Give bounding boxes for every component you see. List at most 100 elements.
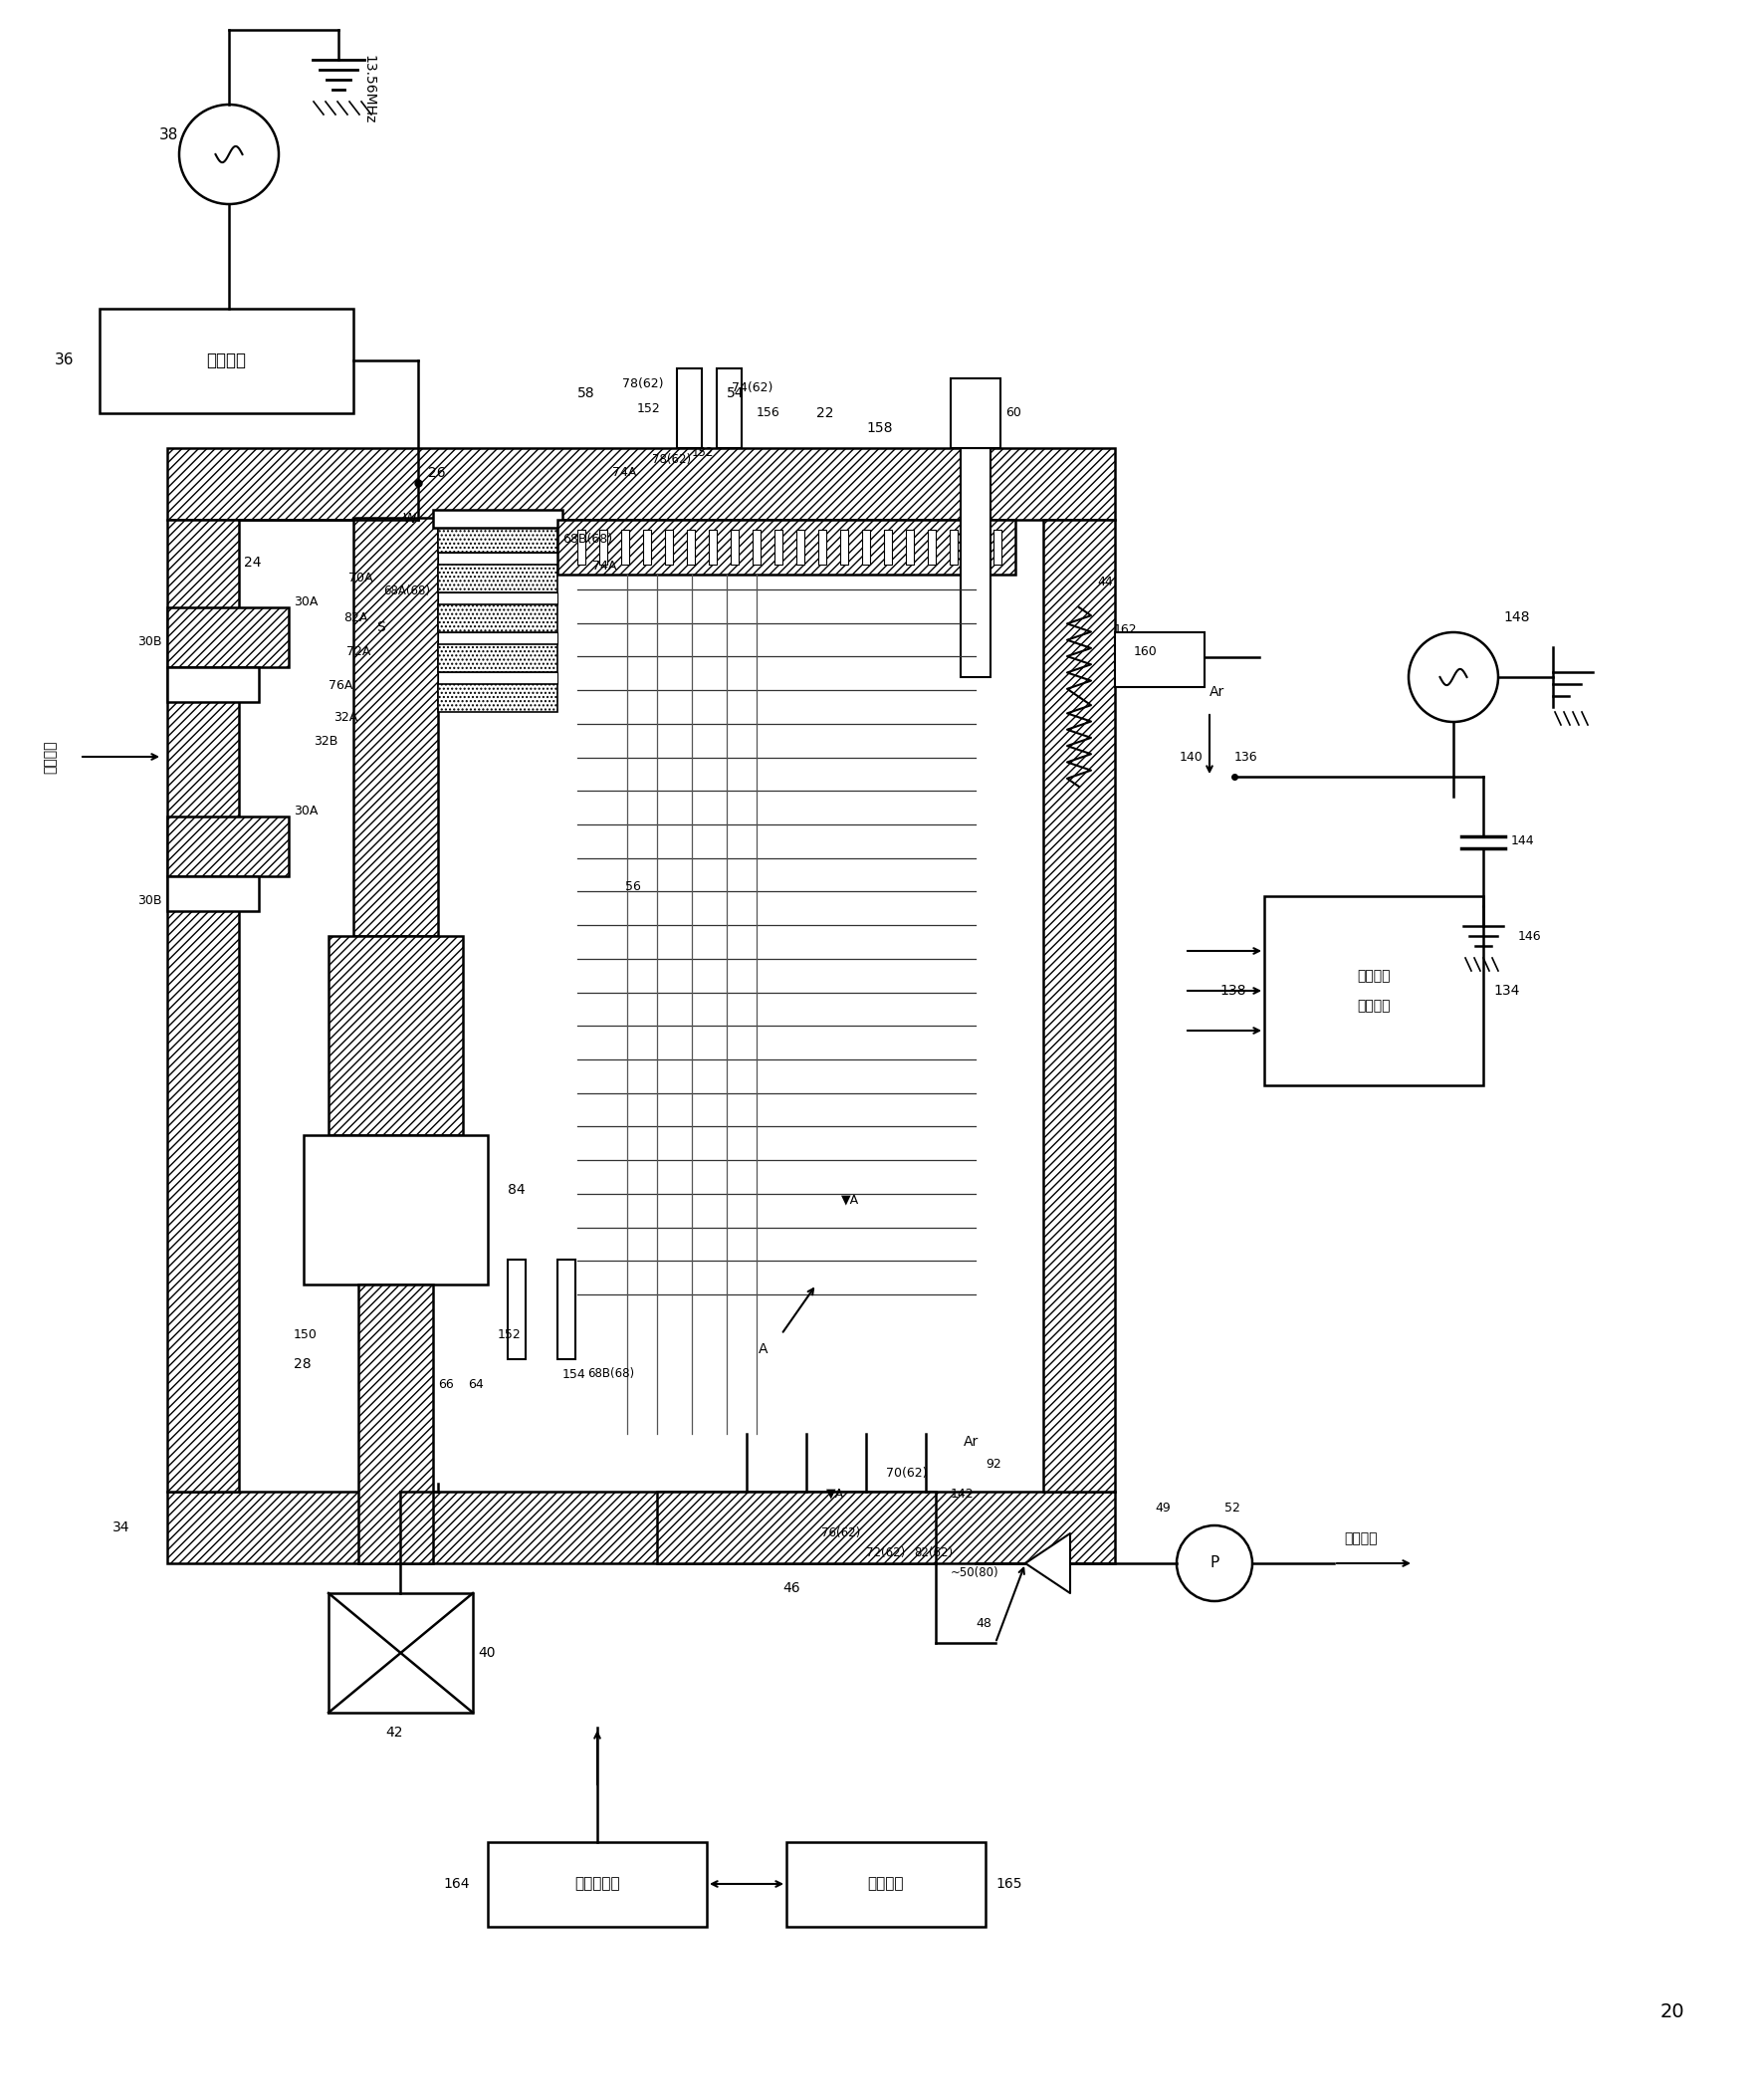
Circle shape [180,105,278,204]
Text: 20: 20 [1660,2001,1684,2020]
Text: 142: 142 [950,1487,975,1499]
Text: 134: 134 [1492,983,1519,998]
Bar [598,529,607,565]
Text: 32B: 32B [313,735,338,748]
Text: 152: 152 [692,447,715,460]
Text: 13.56MHz: 13.56MHz [361,55,375,124]
Text: 38: 38 [158,126,178,143]
Text: 64: 64 [468,1378,484,1390]
Text: W: W [403,512,417,525]
Bar [438,685,558,712]
Bar [730,529,739,565]
Bar [796,529,804,565]
Bar [656,1491,936,1562]
Bar [642,529,651,565]
Text: 156: 156 [757,407,780,420]
Text: 144: 144 [1512,836,1535,848]
Bar [993,529,1001,565]
Text: 30A: 30A [294,596,319,609]
Text: 78(62): 78(62) [651,454,692,466]
Text: 158: 158 [866,422,892,435]
Text: 92: 92 [986,1457,1001,1470]
Bar [862,529,869,565]
Text: Ar: Ar [1209,685,1225,699]
Text: 152: 152 [637,401,660,414]
Bar [329,1594,473,1714]
Text: 加热器电: 加热器电 [1357,968,1390,983]
Bar [438,672,558,685]
Text: 源控制部: 源控制部 [1357,1000,1390,1012]
Bar [1114,632,1204,687]
Bar [438,552,558,565]
Bar [950,529,957,565]
Text: 匹配电路: 匹配电路 [206,351,246,370]
Bar [167,1491,1114,1562]
Bar [438,605,558,632]
Bar [972,529,980,565]
Text: 74A: 74A [593,559,616,571]
Bar [928,529,936,565]
Text: 70(62): 70(62) [885,1468,928,1480]
Text: 68B(68): 68B(68) [588,1367,634,1380]
Bar [507,1260,526,1359]
Bar [438,565,558,592]
Text: Ar: Ar [964,1434,979,1449]
Text: 76(62): 76(62) [822,1527,861,1539]
Bar [961,447,991,676]
Bar [359,1285,433,1562]
Text: 74(62): 74(62) [732,382,773,395]
Bar [686,529,695,565]
Text: 70A: 70A [348,571,373,584]
Text: 56: 56 [625,880,641,892]
Text: 49: 49 [1155,1502,1170,1514]
Circle shape [1408,632,1498,722]
Text: 165: 165 [996,1877,1023,1890]
Text: 存储介质: 存储介质 [868,1877,905,1892]
Text: 26: 26 [428,466,445,481]
Text: 真空排气: 真空排气 [1345,1531,1378,1546]
Bar [167,521,239,1491]
Bar [438,632,558,645]
Text: 40: 40 [477,1646,495,1659]
Bar [167,817,289,876]
Bar [818,529,825,565]
Text: 52: 52 [1225,1502,1241,1514]
Bar [167,668,259,701]
Text: 148: 148 [1503,611,1529,624]
Bar [716,368,741,447]
Text: P: P [1209,1556,1220,1571]
Bar [304,1136,488,1285]
Text: ▼A: ▼A [825,1487,845,1499]
Bar [167,447,1114,521]
Text: 78(62): 78(62) [623,376,664,391]
Bar [678,368,702,447]
Text: 60: 60 [1005,407,1021,420]
Bar [1044,521,1114,1491]
Text: S: S [377,620,385,634]
Text: 42: 42 [385,1726,403,1739]
Text: 66: 66 [438,1378,454,1390]
Text: 24: 24 [245,556,260,569]
Bar [1264,897,1484,1086]
Bar [329,937,463,1136]
Text: 152: 152 [498,1327,521,1340]
Text: A: A [759,1342,767,1357]
Text: 150: 150 [294,1327,317,1340]
Text: 48: 48 [975,1617,991,1630]
Bar [787,1842,986,1926]
Bar [433,510,563,527]
Bar [438,592,558,605]
Bar [167,607,289,668]
Circle shape [1177,1525,1253,1600]
Text: ~50(80): ~50(80) [950,1567,1000,1579]
Bar [774,529,783,565]
Bar [577,529,586,565]
Text: 72(62): 72(62) [866,1548,905,1560]
Text: 154: 154 [563,1367,586,1380]
Text: 44: 44 [1096,575,1112,588]
Text: 30B: 30B [137,895,162,907]
Text: 138: 138 [1220,983,1246,998]
Bar [840,529,848,565]
Bar [753,529,760,565]
Text: 36: 36 [55,353,74,368]
